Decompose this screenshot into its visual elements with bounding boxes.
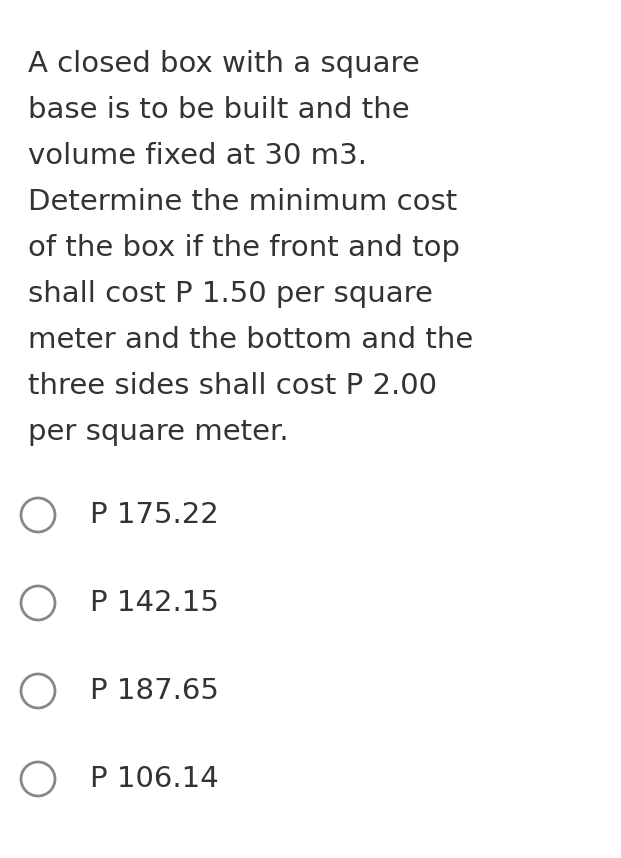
Text: three sides shall cost P 2.00: three sides shall cost P 2.00	[28, 372, 437, 401]
Text: of the box if the front and top: of the box if the front and top	[28, 234, 460, 263]
Text: per square meter.: per square meter.	[28, 419, 289, 446]
Text: volume fixed at 30 m3.: volume fixed at 30 m3.	[28, 142, 367, 171]
Text: P 187.65: P 187.65	[90, 677, 219, 705]
Text: base is to be built and the: base is to be built and the	[28, 96, 410, 124]
Text: P 142.15: P 142.15	[90, 589, 219, 617]
Text: shall cost P 1.50 per square: shall cost P 1.50 per square	[28, 281, 433, 309]
Text: Determine the minimum cost: Determine the minimum cost	[28, 189, 457, 216]
Text: P 175.22: P 175.22	[90, 501, 219, 529]
Text: meter and the bottom and the: meter and the bottom and the	[28, 327, 473, 354]
Text: P 106.14: P 106.14	[90, 765, 219, 793]
Text: A closed box with a square: A closed box with a square	[28, 51, 420, 78]
